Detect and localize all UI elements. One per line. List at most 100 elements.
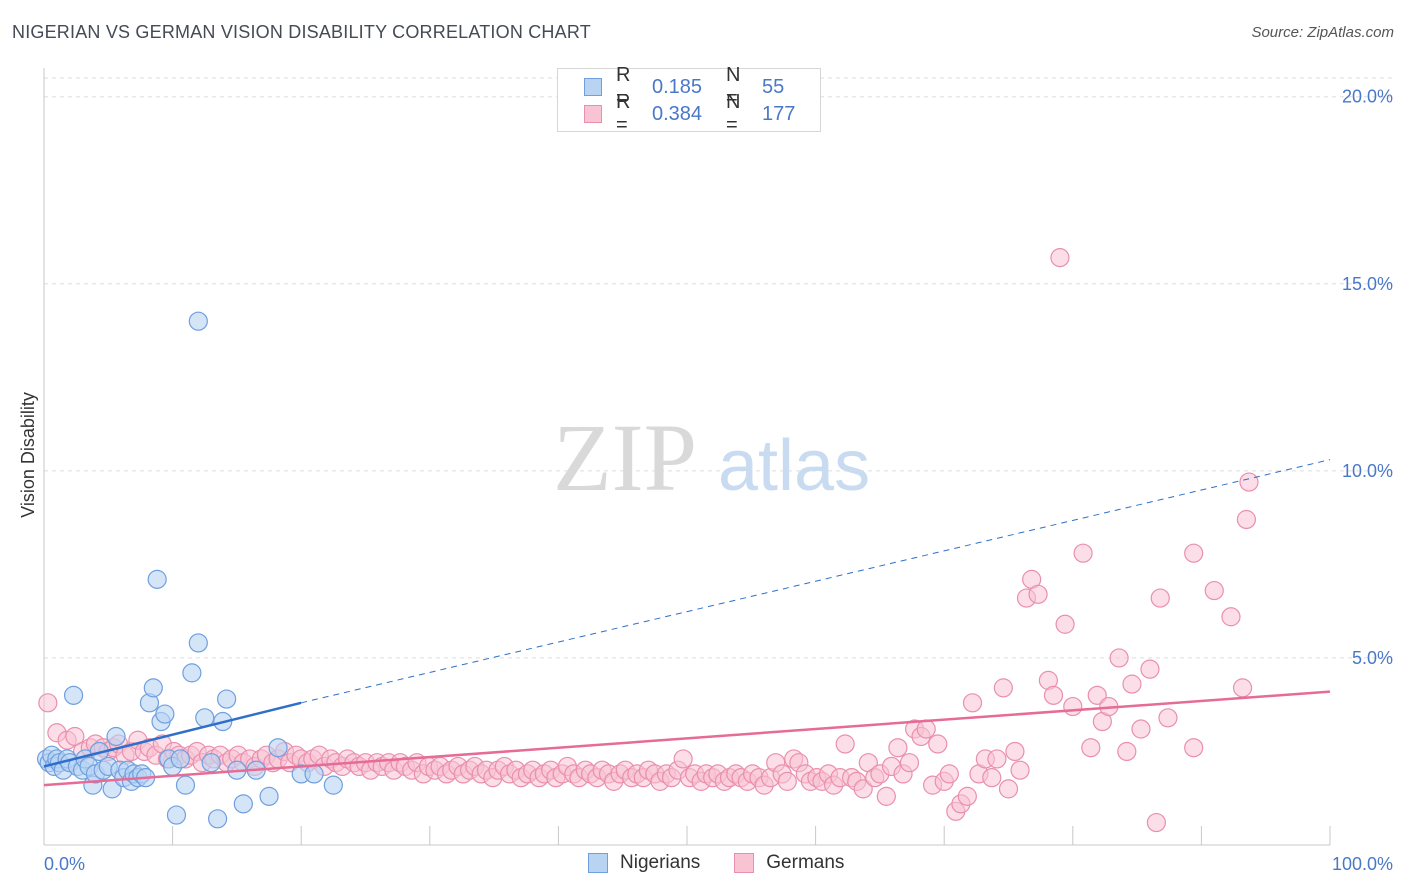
point-nigerians — [188, 633, 208, 653]
point-germans — [876, 786, 896, 806]
y-axis-label: Vision Disability — [18, 392, 38, 518]
point-germans — [1081, 738, 1101, 758]
trend-lines — [43, 459, 1331, 787]
legend-item-germans: Germans — [734, 852, 844, 874]
nigerians-points — [36, 311, 343, 829]
legend-r-value: 0.384 — [652, 102, 703, 125]
legend-swatch-blue — [588, 853, 608, 873]
point-germans — [1063, 696, 1083, 717]
chart-title: NIGERIAN VS GERMAN VISION DISABILITY COR… — [12, 22, 591, 42]
point-germans — [1158, 708, 1178, 728]
point-germans — [1140, 659, 1160, 679]
point-germans — [1150, 588, 1170, 608]
point-germans — [1221, 607, 1241, 627]
point-germans — [1146, 812, 1166, 833]
y-tick-label: 10.0% — [1342, 461, 1393, 481]
y-tick-label: 20.0% — [1342, 87, 1393, 107]
germans-points — [38, 247, 1259, 833]
point-germans — [1204, 580, 1224, 601]
watermark-zip: ZIP — [553, 404, 697, 511]
point-germans — [1184, 738, 1204, 758]
point-germans — [1050, 247, 1070, 268]
stats-legend: R = 0.185 N = 55 R = 0.384 N = 177 — [557, 64, 821, 136]
grid-lines — [44, 77, 1393, 659]
point-nigerians — [170, 749, 190, 769]
trend-nigerians-extrapolated — [301, 459, 1331, 704]
point-germans — [939, 764, 959, 784]
point-germans — [1109, 648, 1129, 668]
point-germans — [899, 753, 920, 773]
point-nigerians — [217, 689, 237, 709]
x-tick-min: 0.0% — [44, 854, 85, 874]
point-germans — [1184, 543, 1204, 563]
point-germans — [1028, 584, 1048, 604]
point-germans — [38, 693, 58, 713]
legend-n-label: N = — [726, 91, 741, 136]
legend-swatch-blue — [584, 78, 602, 96]
legend-item-nigerians: Nigerians — [588, 852, 700, 874]
point-nigerians — [201, 753, 221, 773]
point-nigerians — [166, 805, 187, 825]
legend-label-germans: Germans — [766, 852, 845, 873]
point-germans — [1073, 543, 1093, 563]
point-nigerians — [63, 685, 84, 705]
legend-label-nigerians: Nigerians — [620, 852, 701, 873]
point-germans — [1236, 509, 1257, 530]
axes — [43, 68, 1331, 846]
point-germans — [928, 734, 948, 754]
point-germans — [1122, 674, 1142, 694]
point-germans — [1131, 719, 1151, 739]
point-nigerians — [268, 738, 288, 758]
y-tick-label: 15.0% — [1342, 274, 1393, 294]
point-germans — [987, 749, 1007, 769]
legend-r-label: R = — [616, 64, 631, 109]
point-nigerians — [259, 786, 279, 806]
legend-n-value: 177 — [762, 102, 796, 125]
y-tick-labels: 5.0% 10.0% 15.0% 20.0% — [1342, 87, 1393, 668]
trend-nigerians — [43, 701, 302, 768]
legend-r-label: R = — [616, 91, 631, 136]
point-nigerians — [304, 764, 324, 784]
point-germans — [673, 749, 693, 769]
legend-row-nigerians: R = 0.185 N = 55 — [584, 64, 785, 109]
point-nigerians — [233, 794, 253, 814]
watermark-atlas: atlas — [718, 426, 870, 506]
trend-germans — [43, 690, 1331, 787]
point-germans — [962, 693, 983, 713]
point-nigerians — [323, 775, 343, 795]
point-germans — [916, 719, 936, 739]
point-germans — [853, 779, 873, 799]
legend-n-value: 55 — [762, 75, 785, 98]
point-germans — [1087, 685, 1107, 705]
point-nigerians — [188, 311, 208, 331]
y-tick-label: 5.0% — [1352, 648, 1393, 668]
point-germans — [982, 768, 1002, 788]
point-germans — [993, 678, 1013, 698]
legend-swatch-pink — [734, 853, 755, 873]
point-nigerians — [175, 775, 196, 795]
point-germans — [1010, 760, 1030, 780]
source-label: Source: ZipAtlas.com — [1251, 24, 1394, 41]
legend-n-label: N = — [726, 64, 741, 109]
point-germans — [1117, 741, 1137, 762]
point-germans — [1239, 472, 1259, 492]
point-germans — [1043, 685, 1064, 705]
point-germans — [777, 771, 797, 791]
point-germans — [888, 738, 908, 758]
legend-row-germans: R = 0.384 N = 177 — [584, 91, 796, 136]
point-germans — [998, 779, 1019, 799]
point-germans — [1055, 614, 1075, 634]
x-tick-max: 100.0% — [1332, 854, 1393, 874]
series-legend: Nigerians Germans — [588, 852, 878, 874]
legend-r-value: 0.185 — [652, 75, 703, 98]
point-germans — [835, 734, 855, 754]
point-nigerians — [155, 704, 175, 724]
point-germans — [1232, 678, 1253, 698]
point-nigerians — [143, 678, 163, 698]
point-nigerians — [106, 726, 126, 747]
point-nigerians — [147, 569, 167, 589]
point-germans — [65, 726, 85, 747]
point-nigerians — [182, 663, 202, 683]
point-germans — [957, 786, 977, 806]
